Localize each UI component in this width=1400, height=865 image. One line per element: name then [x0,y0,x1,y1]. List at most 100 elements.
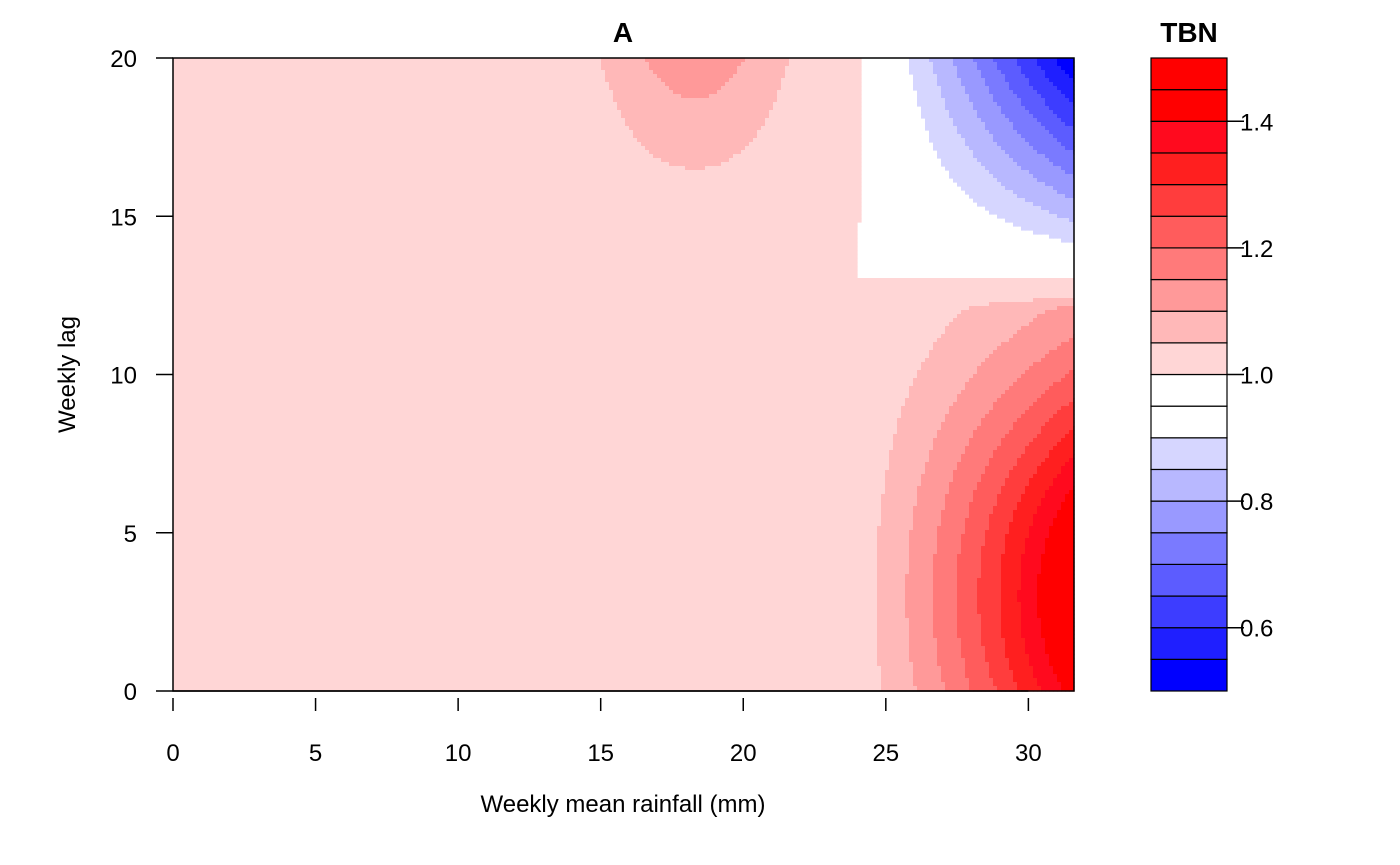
contour-cell [185,534,190,539]
contour-cell [181,102,186,107]
contour-cell [233,138,238,143]
contour-cell [277,66,282,71]
contour-cell [269,406,274,411]
contour-cell [253,642,258,647]
contour-cell [193,594,198,599]
contour-cell [185,598,190,603]
contour-cell [189,578,194,583]
contour-cell [245,262,250,267]
contour-cell [237,282,242,287]
contour-cell [205,266,210,271]
contour-cell [193,238,198,243]
contour-cell [297,146,302,151]
contour-cell [293,326,298,331]
contour-cell [193,558,198,563]
contour-cell [285,414,290,419]
contour-cell [277,478,282,483]
contour-cell [249,222,254,227]
contour-cell [221,286,226,291]
contour-cell [265,614,270,619]
contour-cell [289,258,294,263]
contour-cell [181,242,186,247]
contour-cell [273,306,278,311]
contour-cell [189,358,194,363]
contour-cell [285,358,290,363]
contour-cell [177,378,182,383]
contour-cell [257,502,262,507]
contour-cell [225,518,230,523]
contour-cell [217,214,222,219]
contour-cell [281,462,286,467]
contour-cell [245,122,250,127]
contour-cell [273,630,278,635]
contour-cell [217,518,222,523]
contour-cell [213,170,218,175]
contour-cell [269,454,274,459]
contour-cell [197,90,202,95]
contour-cell [277,194,282,199]
contour-cell [285,70,290,75]
contour-cell [177,434,182,439]
contour-cell [249,426,254,431]
contour-cell [237,438,242,443]
contour-cell [241,594,246,599]
contour-cell [177,118,182,123]
contour-cell [185,350,190,355]
contour-cell [205,622,210,627]
contour-cell [273,70,278,75]
contour-cell [277,254,282,259]
contour-cell [185,338,190,343]
contour-cell [217,134,222,139]
contour-cell [225,506,230,511]
contour-cell [233,406,238,411]
contour-cell [265,206,270,211]
contour-cell [197,350,202,355]
contour-cell [297,94,302,99]
contour-cell [233,154,238,159]
contour-cell [229,658,234,663]
contour-cell [225,210,230,215]
contour-cell [277,658,282,663]
contour-cell [253,622,258,627]
contour-cell [205,182,210,187]
contour-cell [281,370,286,375]
contour-cell [249,438,254,443]
contour-cell [261,426,266,431]
contour-cell [257,270,262,275]
contour-cell [177,158,182,163]
contour-cell [241,526,246,531]
contour-cell [217,598,222,603]
contour-cell [221,474,226,479]
contour-cell [269,434,274,439]
contour-cell [209,330,214,335]
contour-cell [249,490,254,495]
contour-cell [277,674,282,679]
contour-cell [213,642,218,647]
contour-cell [213,322,218,327]
contour-cell [185,66,190,71]
contour-cell [177,234,182,239]
contour-cell [233,614,238,619]
contour-cell [245,546,250,551]
contour-cell [177,458,182,463]
contour-cell [205,406,210,411]
contour-cell [233,162,238,167]
contour-cell [209,422,214,427]
contour-cell [217,378,222,383]
contour-cell [205,426,210,431]
contour-cell [209,306,214,311]
contour-cell [285,394,290,399]
contour-cell [269,310,274,315]
contour-cell [181,510,186,515]
contour-cell [201,558,206,563]
contour-cell [221,458,226,463]
contour-cell [201,270,206,275]
contour-cell [201,134,206,139]
contour-cell [281,94,286,99]
contour-cell [285,362,290,367]
contour-cell [177,222,182,227]
contour-cell [245,414,250,419]
contour-cell [221,158,226,163]
contour-cell [181,446,186,451]
contour-cell [261,646,266,651]
